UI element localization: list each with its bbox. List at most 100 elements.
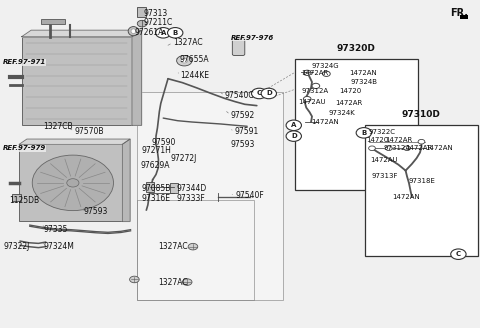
Text: 97590: 97590 <box>151 138 176 147</box>
Circle shape <box>303 96 311 102</box>
Text: D: D <box>291 133 297 139</box>
Text: 97085B: 97085B <box>142 184 171 193</box>
Text: 97591: 97591 <box>234 127 259 136</box>
Text: REF.97-976: REF.97-976 <box>230 35 274 41</box>
FancyBboxPatch shape <box>137 92 283 300</box>
Text: 1472AR: 1472AR <box>406 145 433 151</box>
Text: 1327CB: 1327CB <box>43 122 73 131</box>
Text: 14720: 14720 <box>339 88 361 94</box>
Circle shape <box>451 249 466 259</box>
Text: 97261A: 97261A <box>134 28 164 37</box>
Text: 1472AU: 1472AU <box>371 157 398 163</box>
Circle shape <box>404 146 410 151</box>
Text: 1327AC: 1327AC <box>158 242 188 251</box>
Bar <box>41 19 65 24</box>
FancyBboxPatch shape <box>365 125 478 256</box>
Polygon shape <box>19 139 130 144</box>
Text: 1472AN: 1472AN <box>393 194 420 200</box>
Text: REF.97-979: REF.97-979 <box>2 145 46 151</box>
Bar <box>146 182 154 192</box>
Bar <box>12 194 21 201</box>
Text: 1327AC: 1327AC <box>173 38 203 47</box>
Circle shape <box>158 32 165 37</box>
FancyBboxPatch shape <box>295 59 418 190</box>
Circle shape <box>385 146 392 151</box>
Polygon shape <box>132 30 142 125</box>
Text: 97592: 97592 <box>230 111 255 120</box>
Text: FR.: FR. <box>450 8 468 18</box>
Circle shape <box>156 28 171 38</box>
Text: 97324G: 97324G <box>312 63 340 69</box>
Text: C: C <box>257 91 262 96</box>
Circle shape <box>286 131 301 141</box>
Text: REF.97-971: REF.97-971 <box>2 59 46 65</box>
Circle shape <box>252 88 267 99</box>
Circle shape <box>67 179 79 187</box>
Text: 1472AR: 1472AR <box>335 100 362 106</box>
FancyBboxPatch shape <box>22 37 132 125</box>
Text: B: B <box>361 130 366 136</box>
Circle shape <box>286 120 301 131</box>
Circle shape <box>303 70 311 75</box>
Circle shape <box>137 20 147 27</box>
Text: 97322C: 97322C <box>369 129 396 135</box>
Text: 1244KE: 1244KE <box>180 71 209 80</box>
Circle shape <box>130 276 139 283</box>
Ellipse shape <box>128 27 139 36</box>
FancyBboxPatch shape <box>19 144 122 221</box>
Text: 97335: 97335 <box>43 225 68 234</box>
Circle shape <box>369 146 375 151</box>
Text: 97272J: 97272J <box>170 154 197 163</box>
FancyBboxPatch shape <box>232 38 245 55</box>
Text: 97324B: 97324B <box>350 79 377 85</box>
Circle shape <box>356 128 372 138</box>
Text: 1125DB: 1125DB <box>10 195 40 205</box>
Circle shape <box>168 28 183 38</box>
Text: 97318E: 97318E <box>409 178 436 184</box>
Circle shape <box>188 243 198 250</box>
Text: 97629A: 97629A <box>140 161 169 170</box>
Text: 1472AN: 1472AN <box>425 145 453 151</box>
Text: 97324M: 97324M <box>43 242 74 251</box>
Circle shape <box>182 279 192 285</box>
Text: 14720: 14720 <box>366 137 388 143</box>
Text: 97313: 97313 <box>144 9 168 18</box>
Circle shape <box>32 155 113 211</box>
Polygon shape <box>460 15 468 19</box>
FancyBboxPatch shape <box>137 200 254 300</box>
Text: 97593: 97593 <box>84 207 108 216</box>
Text: C: C <box>456 251 461 257</box>
Polygon shape <box>22 30 142 37</box>
Text: 97322J: 97322J <box>4 242 30 251</box>
Text: 97333F: 97333F <box>177 194 205 203</box>
Text: D: D <box>266 91 272 96</box>
Text: A: A <box>160 30 166 36</box>
Text: A: A <box>291 122 297 128</box>
Text: B: B <box>173 30 178 36</box>
Bar <box>170 183 178 193</box>
Text: 1327AC: 1327AC <box>158 278 188 287</box>
Text: 97316E: 97316E <box>142 194 170 203</box>
Text: 97324K: 97324K <box>329 110 356 116</box>
Polygon shape <box>122 139 130 221</box>
Text: 1472AR: 1472AR <box>301 70 329 76</box>
Text: 97310D: 97310D <box>402 110 441 119</box>
Text: 97312A: 97312A <box>301 88 329 94</box>
Text: 1472AN: 1472AN <box>311 119 339 125</box>
Text: 97344D: 97344D <box>177 184 207 193</box>
Text: 97271H: 97271H <box>142 146 171 155</box>
Circle shape <box>177 55 192 66</box>
Text: 97540F: 97540F <box>235 191 264 200</box>
Text: 1472AN: 1472AN <box>349 70 377 76</box>
Circle shape <box>312 83 320 89</box>
Text: 1472AU: 1472AU <box>299 99 326 105</box>
Text: 97211C: 97211C <box>144 18 173 28</box>
Text: 97312A: 97312A <box>384 145 411 151</box>
Circle shape <box>261 88 276 99</box>
Text: 97655A: 97655A <box>180 54 210 64</box>
Circle shape <box>418 139 425 144</box>
Bar <box>137 7 146 17</box>
Circle shape <box>323 71 330 76</box>
Text: 1472AR: 1472AR <box>385 137 412 143</box>
Text: 97313F: 97313F <box>372 174 398 179</box>
